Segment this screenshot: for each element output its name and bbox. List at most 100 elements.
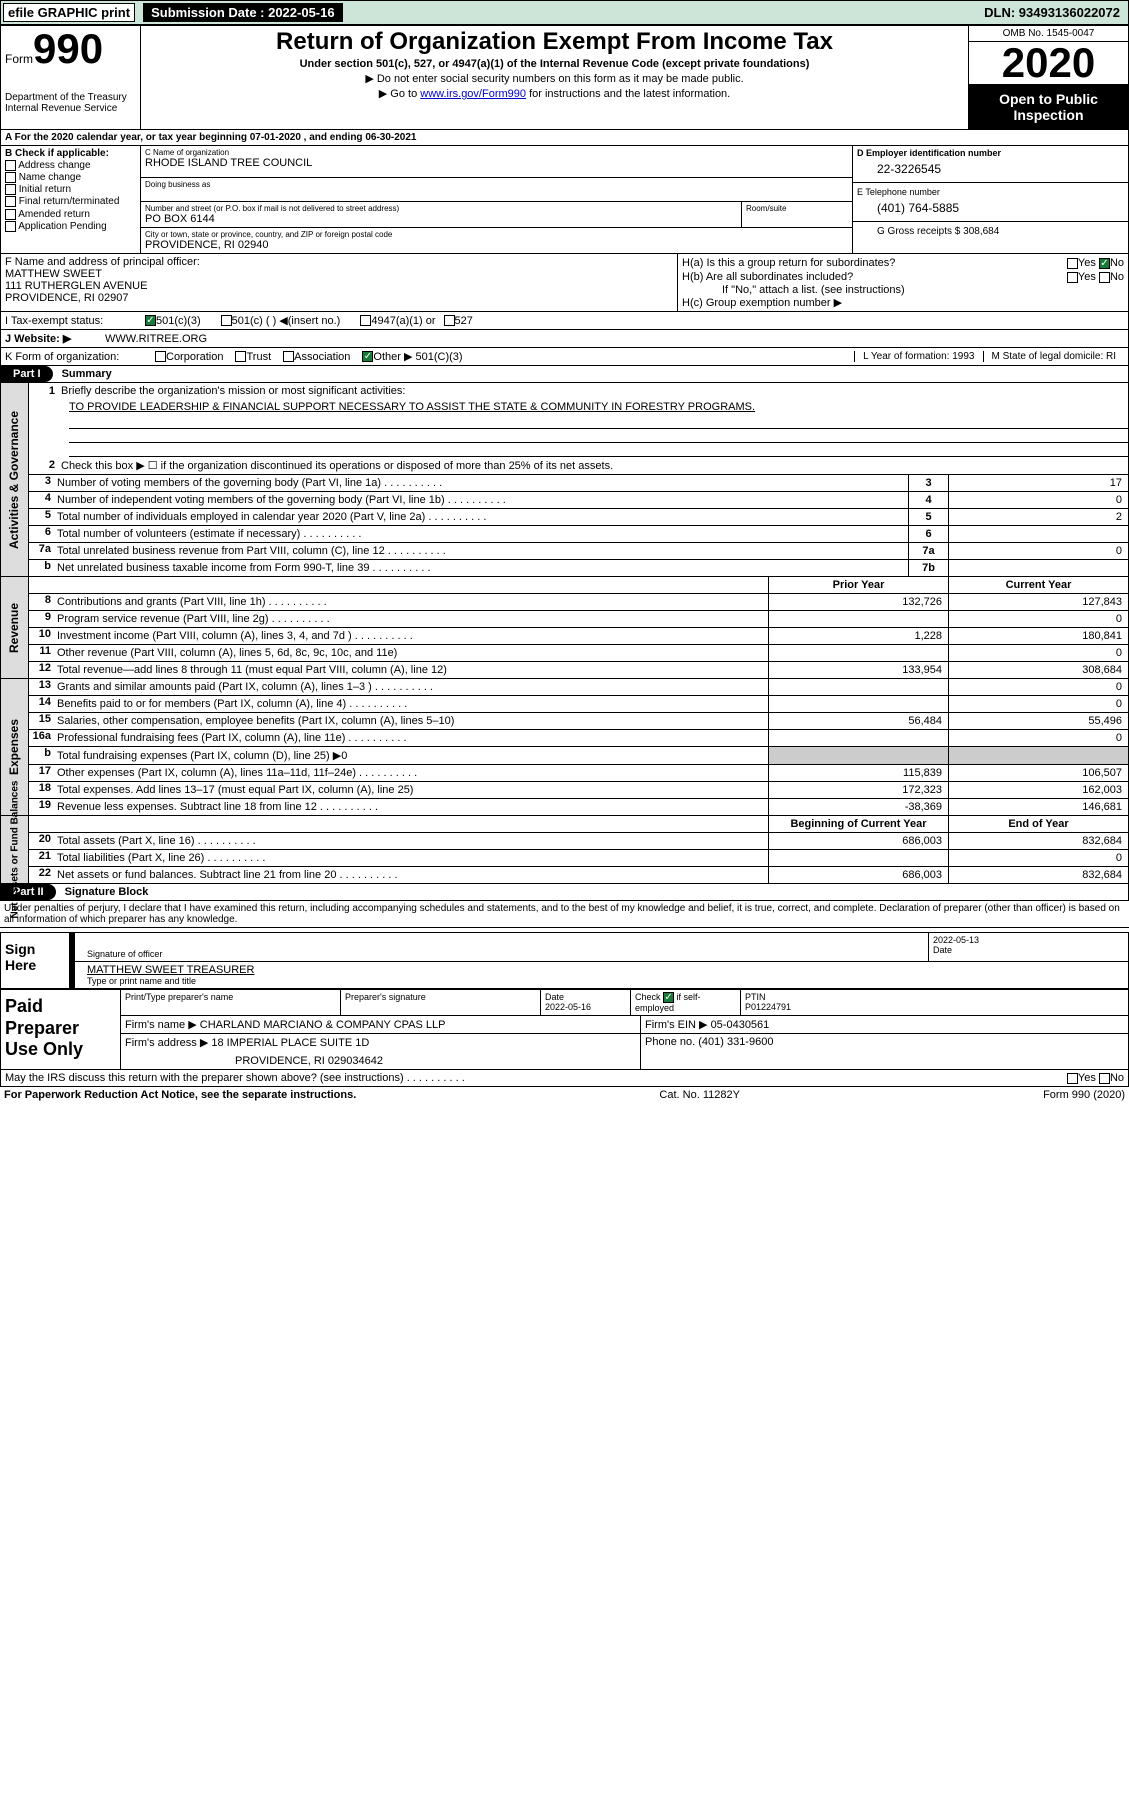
i-label: I Tax-exempt status: (5, 315, 145, 327)
line4: 4Number of independent voting members of… (29, 491, 1128, 508)
hb: H(b) Are all subordinates included? (682, 271, 962, 283)
line19: 19Revenue less expenses. Subtract line 1… (29, 798, 1128, 815)
col-b: B Check if applicable: Address change Na… (1, 146, 141, 253)
chk-527[interactable] (444, 315, 455, 326)
d-lbl: D Employer identification number (857, 148, 1124, 158)
dln: DLN: 93493136022072 (984, 5, 1126, 20)
form-number: 990 (33, 25, 103, 72)
ha-line: H(a) Is this a group return for subordin… (682, 256, 1124, 270)
hb-note: If "No," attach a list. (see instruction… (682, 284, 1124, 296)
l-year: L Year of formation: 1993 (854, 351, 982, 362)
chk-trust[interactable] (235, 351, 246, 362)
website-row: J Website: ▶ WWW.RITREE.ORG (1, 330, 1128, 348)
open1: Open to Public (969, 91, 1128, 107)
instructions-link[interactable]: www.irs.gov/Form990 (420, 88, 526, 100)
line11: 11Other revenue (Part VIII, column (A), … (29, 644, 1128, 661)
form-header: Form990 Department of the Treasury Inter… (1, 26, 1128, 130)
discuss-yes[interactable] (1067, 1073, 1078, 1084)
discuss-no[interactable] (1099, 1073, 1110, 1084)
chk-name[interactable]: Name change (5, 172, 136, 183)
vtab-na: Net Assets or Fund Balances (1, 816, 29, 883)
chk-address[interactable]: Address change (5, 160, 136, 171)
addr-lbl: Number and street (or P.O. box if mail i… (145, 204, 737, 213)
entity-block: B Check if applicable: Address change Na… (1, 146, 1128, 254)
activities-governance: Activities & Governance 1Briefly describ… (1, 383, 1128, 577)
irs-label: Internal Revenue Service (5, 103, 136, 114)
ein: 22-3226545 (857, 162, 1124, 176)
line10: 10Investment income (Part VIII, column (… (29, 627, 1128, 644)
part2-header: Part II Signature Block (1, 884, 1128, 900)
vtab-ag: Activities & Governance (1, 383, 29, 576)
open2: Inspection (969, 107, 1128, 123)
dba-cell: Doing business as (141, 178, 852, 202)
line9: 9Program service revenue (Part VIII, lin… (29, 610, 1128, 627)
part1-title: Summary (56, 368, 112, 380)
line20: 20Total assets (Part X, line 16)686,0038… (29, 832, 1128, 849)
city-cell: City or town, state or province, country… (141, 228, 852, 253)
sub3-pre: ▶ Go to (379, 88, 420, 100)
line5: 5Total number of individuals employed in… (29, 508, 1128, 525)
addr: PO BOX 6144 (145, 213, 737, 225)
prep-sig-lbl: Preparer's signature (341, 990, 541, 1015)
phone: (401) 764-5885 (857, 201, 1124, 215)
discuss-row: May the IRS discuss this return with the… (0, 1070, 1129, 1087)
line8: 8Contributions and grants (Part VIII, li… (29, 593, 1128, 610)
col-de: D Employer identification number 22-3226… (853, 146, 1128, 253)
name-lbl: C Name of organization (145, 148, 848, 157)
chk-4947[interactable] (360, 315, 371, 326)
chk-501c3[interactable]: ✓ (145, 315, 156, 326)
topbar: efile GRAPHIC print Submission Date : 20… (0, 0, 1129, 25)
e-lbl: E Telephone number (857, 187, 1124, 197)
officer-right: H(a) Is this a group return for subordin… (678, 254, 1128, 311)
paid-row3: Firm's address ▶ 18 IMPERIAL PLACE SUITE… (121, 1034, 1128, 1069)
line18: 18Total expenses. Add lines 13–17 (must … (29, 781, 1128, 798)
hc: H(c) Group exemption number ▶ (682, 296, 1124, 309)
part1-badge: Part I (1, 366, 53, 382)
chk-corp[interactable] (155, 351, 166, 362)
cat-no: Cat. No. 11282Y (659, 1089, 740, 1101)
efile-badge[interactable]: efile GRAPHIC print (3, 3, 135, 22)
officer-row: F Name and address of principal officer:… (1, 254, 1128, 312)
line15: 15Salaries, other compensation, employee… (29, 712, 1128, 729)
website[interactable]: WWW.RITREE.ORG (105, 333, 207, 345)
ha: H(a) Is this a group return for subordin… (682, 257, 962, 269)
tax-year: 2020 (969, 42, 1128, 85)
g-gross: G Gross receipts $ 308,684 (857, 226, 1124, 237)
firm-name: Firm's name ▶ CHARLAND MARCIANO & COMPAN… (121, 1016, 641, 1033)
chk-pending[interactable]: Application Pending (5, 221, 136, 232)
firm-ein: Firm's EIN ▶ 05-0430561 (641, 1016, 1128, 1033)
chk-final[interactable]: Final return/terminated (5, 196, 136, 207)
line22: 22Net assets or fund balances. Subtract … (29, 866, 1128, 883)
form-word: Form (5, 52, 33, 66)
line-a: A For the 2020 calendar year, or tax yea… (1, 130, 1128, 146)
tax-status-row: I Tax-exempt status: ✓ 501(c)(3) 501(c) … (1, 312, 1128, 330)
paid-row1: Print/Type preparer's name Preparer's si… (121, 990, 1128, 1016)
chk-assoc[interactable] (283, 351, 294, 362)
pointer-icon (71, 933, 83, 961)
line16a: 16aProfessional fundraising fees (Part I… (29, 729, 1128, 746)
line16b: bTotal fundraising expenses (Part IX, co… (29, 746, 1128, 764)
form-container: Form990 Department of the Treasury Inter… (0, 25, 1129, 901)
chk-initial[interactable]: Initial return (5, 184, 136, 195)
officer-addr1: 111 RUTHERGLEN AVENUE (5, 280, 673, 292)
chk-other[interactable]: ✓ (362, 351, 373, 362)
part1-header: Part I Summary (1, 366, 1128, 383)
chk-amended[interactable]: Amended return (5, 209, 136, 220)
a-text: A For the 2020 calendar year, or tax yea… (1, 130, 420, 145)
line6: 6Total number of volunteers (estimate if… (29, 525, 1128, 542)
header-sub1: Under section 501(c), 527, or 4947(a)(1)… (145, 58, 964, 70)
pra-notice: For Paperwork Reduction Act Notice, see … (4, 1089, 356, 1101)
sig-line2: MATTHEW SWEET TREASURERType or print nam… (71, 962, 1128, 988)
prep-check: Check ✓ if self-employed (631, 990, 741, 1015)
header-right: OMB No. 1545-0047 2020 Open to Public In… (968, 26, 1128, 129)
officer-name: MATTHEW SWEET (5, 268, 673, 280)
line2: 2Check this box ▶ ☐ if the organization … (29, 457, 1128, 474)
city: PROVIDENCE, RI 02940 (145, 239, 848, 251)
header-sub2: ▶ Do not enter social security numbers o… (145, 72, 964, 85)
k-label: K Form of organization: (5, 351, 155, 363)
chk-501c[interactable] (221, 315, 232, 326)
officer-left: F Name and address of principal officer:… (1, 254, 678, 311)
header-sub3: ▶ Go to www.irs.gov/Form990 for instruct… (145, 87, 964, 100)
k-row: K Form of organization: Corporation Trus… (1, 348, 1128, 366)
line3: 3Number of voting members of the governi… (29, 474, 1128, 491)
